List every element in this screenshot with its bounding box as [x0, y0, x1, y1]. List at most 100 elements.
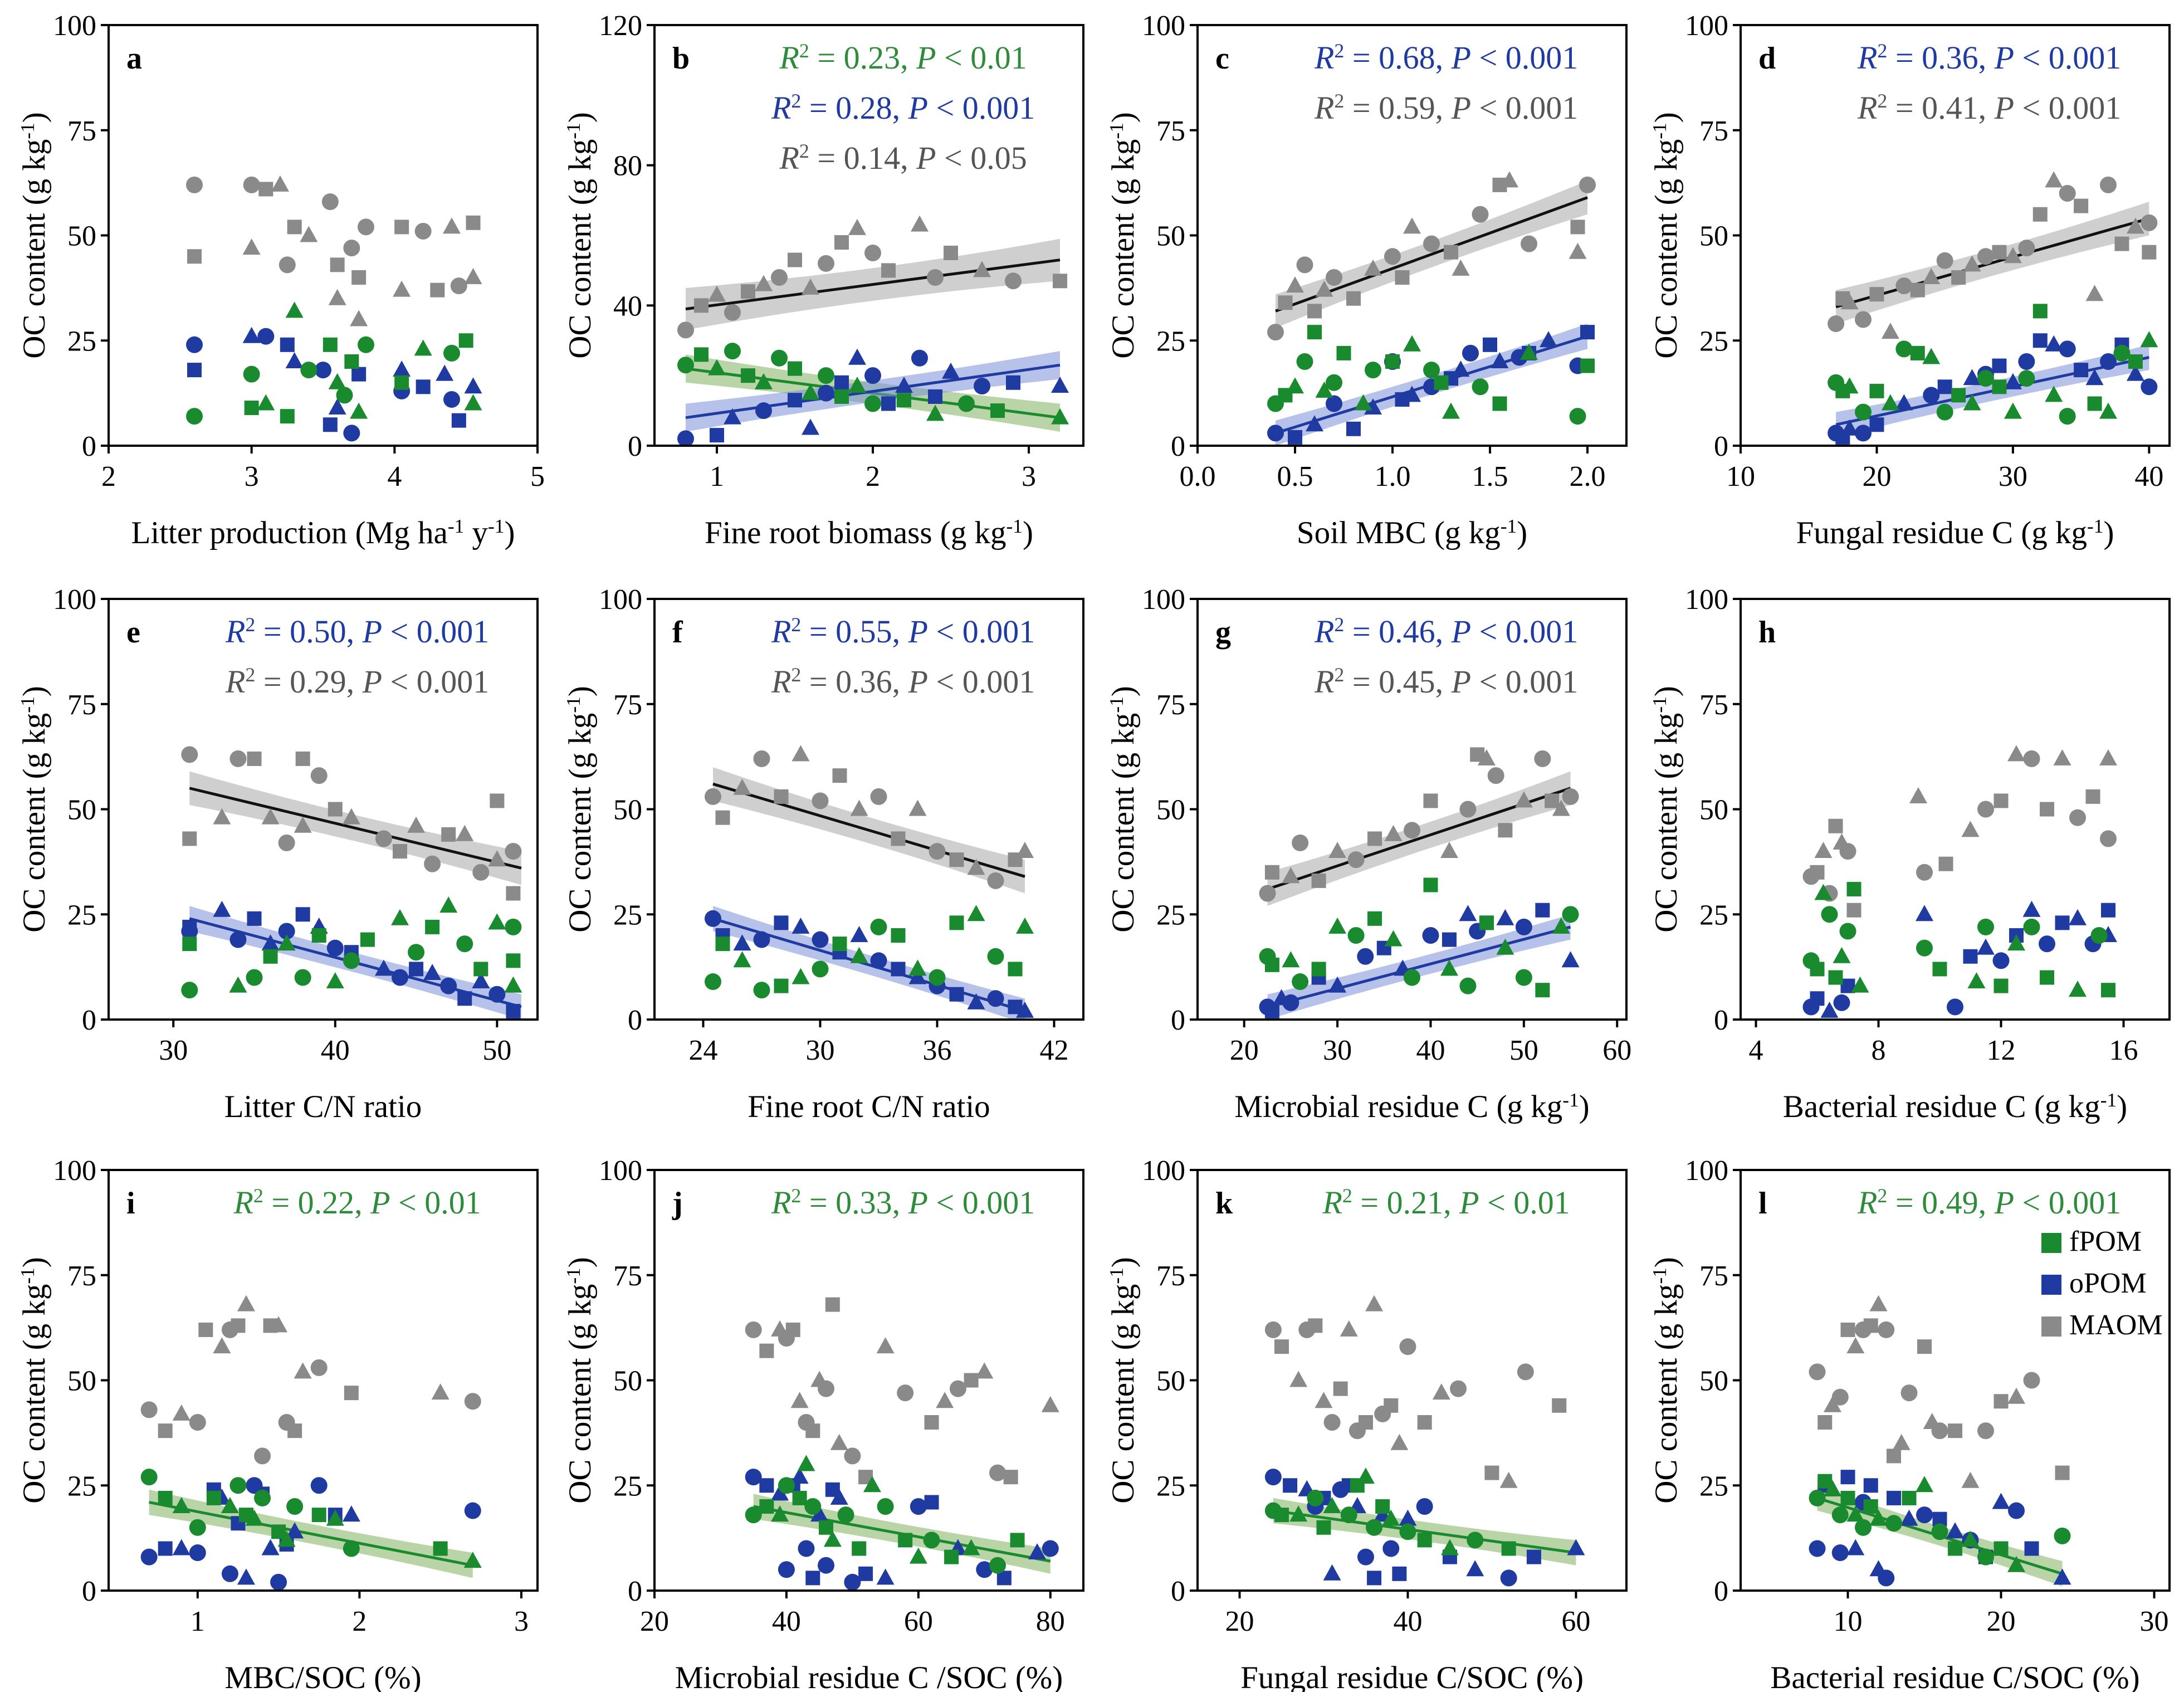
series-oPOM	[705, 910, 1034, 1018]
data-point-MAOM	[1916, 864, 1933, 881]
data-point-fPOM	[1326, 374, 1342, 391]
data-point-oPOM	[189, 1544, 206, 1562]
y-axis-label: OC content (g kg-1)	[563, 686, 598, 933]
data-point-oPOM	[2053, 1568, 2071, 1585]
data-point-oPOM	[834, 375, 849, 390]
data-point-MAOM	[279, 256, 296, 274]
data-point-fPOM	[1440, 959, 1458, 976]
x-tick-label: 30	[1323, 1035, 1352, 1066]
y-tick-label: 50	[1156, 1366, 1185, 1397]
data-point-fPOM	[1296, 353, 1313, 370]
y-tick-label: 25	[67, 325, 96, 357]
data-point-oPOM	[924, 1495, 939, 1510]
data-point-MAOM	[1869, 287, 1884, 302]
data-point-fPOM	[1365, 362, 1381, 379]
data-point-oPOM	[472, 972, 490, 989]
panel-letter: c	[1215, 41, 1229, 76]
data-point-oPOM	[187, 363, 202, 378]
data-point-oPOM	[850, 926, 868, 942]
data-point-fPOM	[294, 969, 311, 986]
y-tick-label: 75	[613, 1260, 642, 1292]
data-point-MAOM	[1900, 1384, 1918, 1402]
y-tick-label: 100	[53, 584, 96, 616]
data-point-fPOM	[1264, 957, 1279, 972]
panel-letter: d	[1758, 41, 1776, 76]
data-point-fPOM	[898, 1533, 913, 1548]
data-point-MAOM	[755, 275, 773, 291]
panel-letter: e	[126, 615, 140, 650]
data-point-MAOM	[247, 751, 262, 766]
data-point-fPOM	[864, 395, 881, 412]
data-point-oPOM	[1855, 425, 1872, 442]
panel-letter: a	[126, 41, 142, 76]
y-axis-label: OC content (g kg-1)	[563, 112, 598, 359]
data-point-fPOM	[1434, 375, 1449, 390]
data-point-MAOM	[466, 215, 481, 230]
data-point-MAOM	[242, 238, 261, 255]
data-point-MAOM	[394, 220, 409, 235]
x-tick-label: 0.0	[1180, 461, 1216, 493]
data-point-fPOM	[433, 1541, 448, 1556]
data-point-fPOM	[2128, 354, 2143, 369]
data-point-MAOM	[2074, 198, 2089, 213]
data-point-oPOM	[1267, 425, 1284, 442]
data-point-MAOM	[1855, 311, 1872, 328]
data-point-oPOM	[967, 993, 985, 1010]
data-point-MAOM	[1931, 1422, 1948, 1440]
data-point-fPOM	[443, 344, 460, 362]
data-point-MAOM	[294, 816, 312, 833]
data-point-fPOM	[2007, 934, 2025, 951]
data-point-MAOM	[213, 808, 231, 825]
data-point-MAOM	[802, 278, 819, 295]
panel-b: 0 40 80 120 1 2 3 Fine root biomass (g kg-1) OC …	[563, 10, 1084, 550]
data-point-MAOM	[2085, 789, 2100, 804]
data-point-oPOM	[1526, 1549, 1541, 1564]
data-point-oPOM	[1328, 976, 1347, 993]
data-point-MAOM	[1264, 865, 1279, 880]
stat-annotation: R2 = 0.45, P < 0.001	[1314, 664, 1578, 700]
data-point-MAOM	[1910, 282, 1925, 298]
data-point-fPOM	[285, 301, 304, 318]
data-point-oPOM	[1016, 1001, 1034, 1018]
x-tick-label: 3	[514, 1606, 529, 1637]
data-point-MAOM	[1487, 767, 1504, 784]
data-point-MAOM	[1484, 1465, 1499, 1480]
data-point-MAOM	[1384, 1398, 1399, 1413]
data-point-oPOM	[374, 959, 393, 976]
data-point-fPOM	[771, 349, 788, 367]
data-point-fPOM	[458, 333, 473, 348]
data-point-oPOM	[1367, 1571, 1382, 1586]
x-tick-label: 24	[689, 1035, 718, 1066]
data-point-oPOM	[1382, 1540, 1400, 1557]
data-point-MAOM	[172, 1404, 190, 1421]
data-point-fPOM	[328, 373, 346, 389]
data-point-fPOM	[2059, 408, 2076, 425]
data-point-MAOM	[1264, 1321, 1282, 1338]
series-fPOM	[705, 905, 1034, 999]
data-point-oPOM	[818, 384, 834, 402]
data-point-fPOM	[989, 1557, 1006, 1574]
y-tick-label: 0	[1171, 1576, 1185, 1607]
y-tick-label: 100	[1685, 10, 1728, 42]
data-point-MAOM	[1053, 274, 1067, 289]
data-point-oPOM	[771, 1484, 789, 1501]
data-point-MAOM	[2018, 240, 2035, 257]
data-point-fPOM	[753, 982, 770, 999]
data-point-oPOM	[2059, 340, 2076, 358]
data-point-fPOM	[323, 337, 338, 352]
data-point-MAOM	[1545, 793, 1560, 808]
series-fPOM	[745, 1455, 1025, 1574]
data-point-MAOM	[1992, 245, 2007, 260]
series-oPOM	[1259, 903, 1580, 1018]
data-point-MAOM	[1994, 1394, 2009, 1409]
data-point-oPOM	[976, 1561, 993, 1578]
data-point-MAOM	[1517, 1363, 1534, 1381]
data-point-oPOM	[1042, 1540, 1059, 1557]
data-point-oPOM	[705, 910, 721, 927]
data-point-fPOM	[1385, 354, 1400, 369]
data-point-oPOM	[1833, 994, 1850, 1011]
data-point-oPOM	[774, 915, 789, 930]
series-MAOM	[181, 746, 522, 901]
data-point-oPOM	[2069, 909, 2087, 925]
